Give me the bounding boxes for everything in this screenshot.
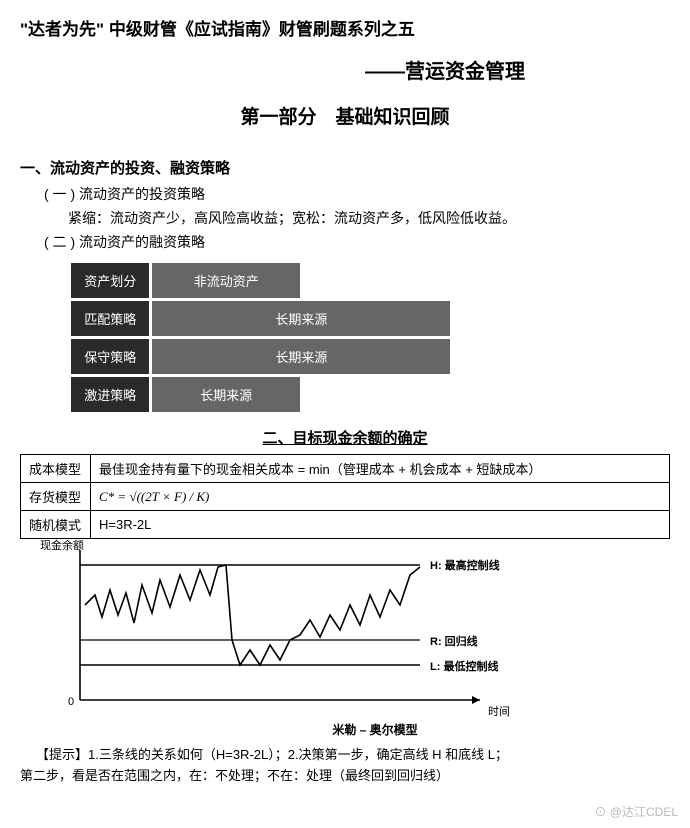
table-row: 成本模型 最佳现金持有量下的现金相关成本 = min（管理成本 + 机会成本 +… [21,455,670,483]
table-row: 存货模型 C* = √((2T × F) / K) [21,483,670,511]
cell: 波动性流动资产 [452,262,577,300]
cell: 资产划分 [70,262,151,300]
cell: 短期来源 [301,376,576,414]
chart-r-label: R: 回归线 [430,633,478,649]
cell: 长期来源 [151,338,452,376]
formula-table: 成本模型 最佳现金持有量下的现金相关成本 = min（管理成本 + 机会成本 +… [20,454,670,539]
section2-heading: 二、目标现金余额的确定 [20,427,670,448]
cell: 非流动资产 [151,262,301,300]
cell: 激进策略 [70,376,151,414]
cell: 短期来源 [452,338,577,376]
cell: 保守策略 [70,338,151,376]
strategy-table: 资产划分 非流动资产 永久性流动资产 波动性流动资产 匹配策略 长期来源 短期来… [68,260,578,415]
page-subtitle: ——营运资金管理 [220,55,670,84]
cell: 长期来源 [151,376,301,414]
cell: 匹配策略 [70,300,151,338]
table-row: 随机模式 H=3R-2L [21,511,670,539]
cell: 最佳现金持有量下的现金相关成本 = min（管理成本 + 机会成本 + 短缺成本… [91,455,670,483]
section1-sub1: ( 一 ) 流动资产的投资策略 [44,184,670,204]
cell: 短期来源 [452,300,577,338]
cell: 长期来源 [151,300,452,338]
watermark: ⊙ @达江CDEL [594,803,678,820]
tip-line2: 第二步，看是否在范围之内，在：不处理；不在：处理（最终回到回归线） [20,765,670,784]
table-row: 保守策略 长期来源 短期来源 [70,338,577,376]
cell: H=3R-2L [91,511,670,539]
part-title: 第一部分 基础知识回顾 [20,102,670,129]
section1-heading: 一、流动资产的投资、融资策略 [20,157,670,178]
tip-line1: 【提示】1.三条线的关系如何（H=3R-2L）；2.决策第一步，确定高线 H 和… [36,744,670,763]
chart-origin: 0 [68,696,74,708]
page-title: "达者为先" 中级财管《应试指南》财管刷题系列之五 [20,15,670,40]
chart-ylabel: 现金余额 [40,537,84,553]
cell: 成本模型 [21,455,91,483]
table-row: 资产划分 非流动资产 永久性流动资产 波动性流动资产 [70,262,577,300]
chart-h-label: H: 最高控制线 [430,557,500,573]
cash-balance-chart: 现金余额 0 H: 最高控制线 R: 回归线 L: 最低控制线 时间 [60,545,520,715]
section1-sub2: ( 二 ) 流动资产的融资策略 [44,232,670,252]
cell: 随机模式 [21,511,91,539]
chart-l-label: L: 最低控制线 [430,658,498,674]
formula-text: C* = √((2T × F) / K) [99,489,209,504]
table-row: 激进策略 长期来源 短期来源 [70,376,577,414]
chart-xlabel: 时间 [488,703,510,719]
section1-body1: 紧缩：流动资产少，高风险高收益；宽松：流动资产多，低风险低收益。 [68,208,670,228]
table-row: 匹配策略 长期来源 短期来源 [70,300,577,338]
chart-caption: 米勒 – 奥尔模型 [80,721,670,738]
cell: 永久性流动资产 [301,262,451,300]
cell: 存货模型 [21,483,91,511]
cell: C* = √((2T × F) / K) [91,483,670,511]
